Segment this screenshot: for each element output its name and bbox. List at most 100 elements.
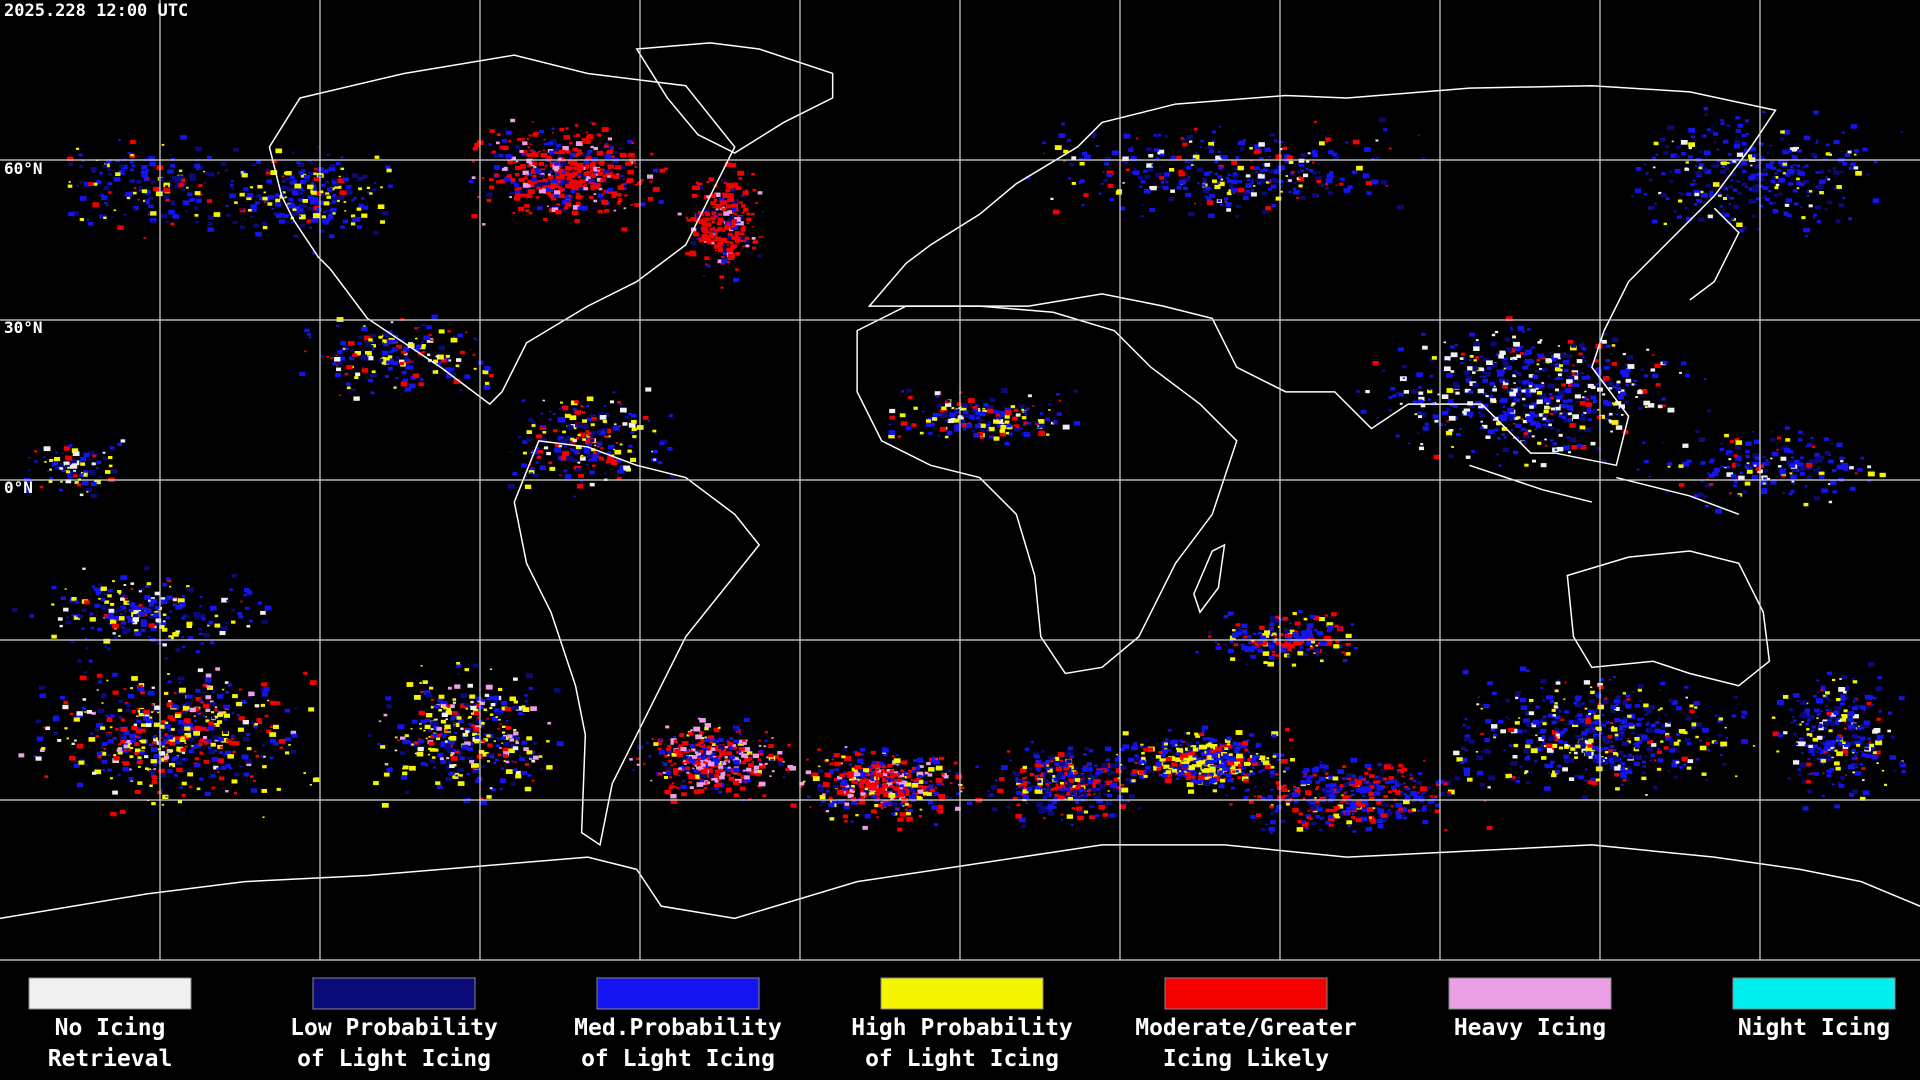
icing-pixel bbox=[454, 684, 461, 689]
icing-pixel bbox=[695, 765, 698, 767]
icing-pixel bbox=[957, 415, 964, 420]
icing-pixel bbox=[195, 198, 202, 203]
icing-pixel bbox=[380, 186, 383, 189]
icing-pixel bbox=[36, 736, 44, 742]
icing-pixel bbox=[1731, 464, 1736, 468]
icing-pixel bbox=[472, 732, 477, 737]
icing-pixel bbox=[1398, 347, 1404, 352]
icing-pixel bbox=[466, 773, 470, 776]
icing-pixel bbox=[472, 160, 475, 163]
icing-pixel bbox=[604, 435, 609, 438]
icing-pixel bbox=[89, 617, 96, 622]
icing-pixel bbox=[726, 204, 732, 209]
icing-pixel bbox=[417, 743, 421, 746]
icing-pixel bbox=[713, 239, 718, 242]
icing-pixel bbox=[1473, 342, 1480, 347]
icing-pixel bbox=[494, 165, 501, 170]
icing-pixel bbox=[620, 183, 625, 186]
icing-pixel bbox=[1567, 383, 1573, 387]
icing-pixel bbox=[589, 162, 595, 166]
icing-pixel bbox=[199, 595, 203, 598]
icing-pixel bbox=[1610, 404, 1614, 407]
icing-pixel bbox=[435, 718, 438, 721]
icing-pixel bbox=[237, 727, 244, 732]
icing-pixel bbox=[1567, 398, 1573, 403]
icing-pixel bbox=[1710, 458, 1715, 462]
icing-pixel bbox=[577, 433, 581, 437]
icing-pixel bbox=[544, 190, 551, 195]
icing-pixel bbox=[657, 747, 662, 751]
icing-pixel bbox=[1479, 375, 1483, 378]
icing-pixel bbox=[668, 414, 673, 418]
icing-pixel bbox=[1371, 179, 1379, 185]
icing-pixel bbox=[477, 733, 480, 735]
icing-pixel bbox=[1480, 426, 1484, 430]
icing-pixel bbox=[1325, 178, 1333, 184]
icing-pixel bbox=[512, 212, 516, 214]
icing-pixel bbox=[531, 152, 539, 157]
icing-pixel bbox=[1748, 175, 1755, 181]
icing-pixel bbox=[1501, 427, 1508, 431]
icing-pixel bbox=[206, 702, 209, 704]
icing-pixel bbox=[1280, 190, 1283, 193]
icing-pixel bbox=[1758, 464, 1764, 469]
icing-pixel bbox=[123, 171, 127, 174]
icing-pixel bbox=[164, 726, 167, 729]
icing-pixel bbox=[1511, 329, 1514, 331]
icing-pixel bbox=[710, 747, 716, 751]
icing-pixel bbox=[1516, 392, 1522, 397]
icing-pixel bbox=[195, 650, 200, 653]
icing-pixel bbox=[528, 211, 533, 215]
icing-pixel bbox=[723, 211, 730, 216]
icing-pixel bbox=[373, 230, 379, 235]
icing-pixel bbox=[953, 418, 960, 423]
icing-pixel bbox=[1647, 403, 1655, 408]
icing-pixel bbox=[1842, 162, 1848, 166]
icing-pixel bbox=[547, 173, 551, 176]
icing-pixel bbox=[430, 705, 435, 709]
icing-pixel bbox=[211, 711, 215, 714]
icing-pixel bbox=[1643, 193, 1648, 196]
icing-pixel bbox=[155, 759, 162, 764]
icing-pixel bbox=[186, 186, 189, 189]
icing-pixel bbox=[1828, 500, 1833, 504]
icing-pixel bbox=[323, 210, 327, 213]
icing-pixel bbox=[1774, 176, 1779, 179]
icing-pixel bbox=[164, 657, 168, 660]
icing-pixel bbox=[566, 150, 571, 154]
icing-pixel bbox=[154, 605, 160, 610]
icing-pixel bbox=[91, 711, 96, 715]
icing-pixel bbox=[297, 191, 304, 196]
icing-pixel bbox=[112, 632, 116, 635]
icing-pixel bbox=[1584, 427, 1591, 433]
icing-pixel bbox=[963, 428, 967, 431]
icing-pixel bbox=[132, 617, 139, 622]
icing-pixel bbox=[195, 726, 203, 732]
icing-pixel bbox=[1303, 173, 1309, 178]
icing-pixel bbox=[698, 219, 705, 225]
icing-pixel bbox=[431, 756, 436, 759]
icing-pixel bbox=[97, 755, 102, 759]
icing-pixel bbox=[987, 408, 994, 414]
icing-pixel bbox=[838, 799, 845, 804]
icing-pixel bbox=[128, 608, 134, 612]
icing-pixel bbox=[522, 170, 529, 175]
icing-pixel bbox=[486, 734, 491, 738]
icing-pixel bbox=[205, 719, 210, 723]
icing-pixel bbox=[1703, 134, 1706, 137]
icing-pixel bbox=[1487, 429, 1495, 435]
icing-pixel bbox=[623, 187, 627, 190]
icing-pixel bbox=[613, 174, 620, 179]
icing-pixel bbox=[1625, 367, 1631, 372]
icing-pixel bbox=[489, 706, 493, 710]
icing-pixel bbox=[275, 701, 281, 705]
icing-pixel bbox=[509, 744, 516, 749]
icing-pixel bbox=[51, 585, 57, 590]
icing-pixel bbox=[1706, 478, 1709, 481]
icing-pixel bbox=[1686, 192, 1692, 196]
icing-pixel bbox=[526, 750, 533, 755]
icing-pixel bbox=[832, 755, 835, 758]
icing-pixel bbox=[1778, 177, 1785, 183]
icing-pixel bbox=[262, 816, 265, 818]
icing-pixel bbox=[106, 204, 109, 206]
